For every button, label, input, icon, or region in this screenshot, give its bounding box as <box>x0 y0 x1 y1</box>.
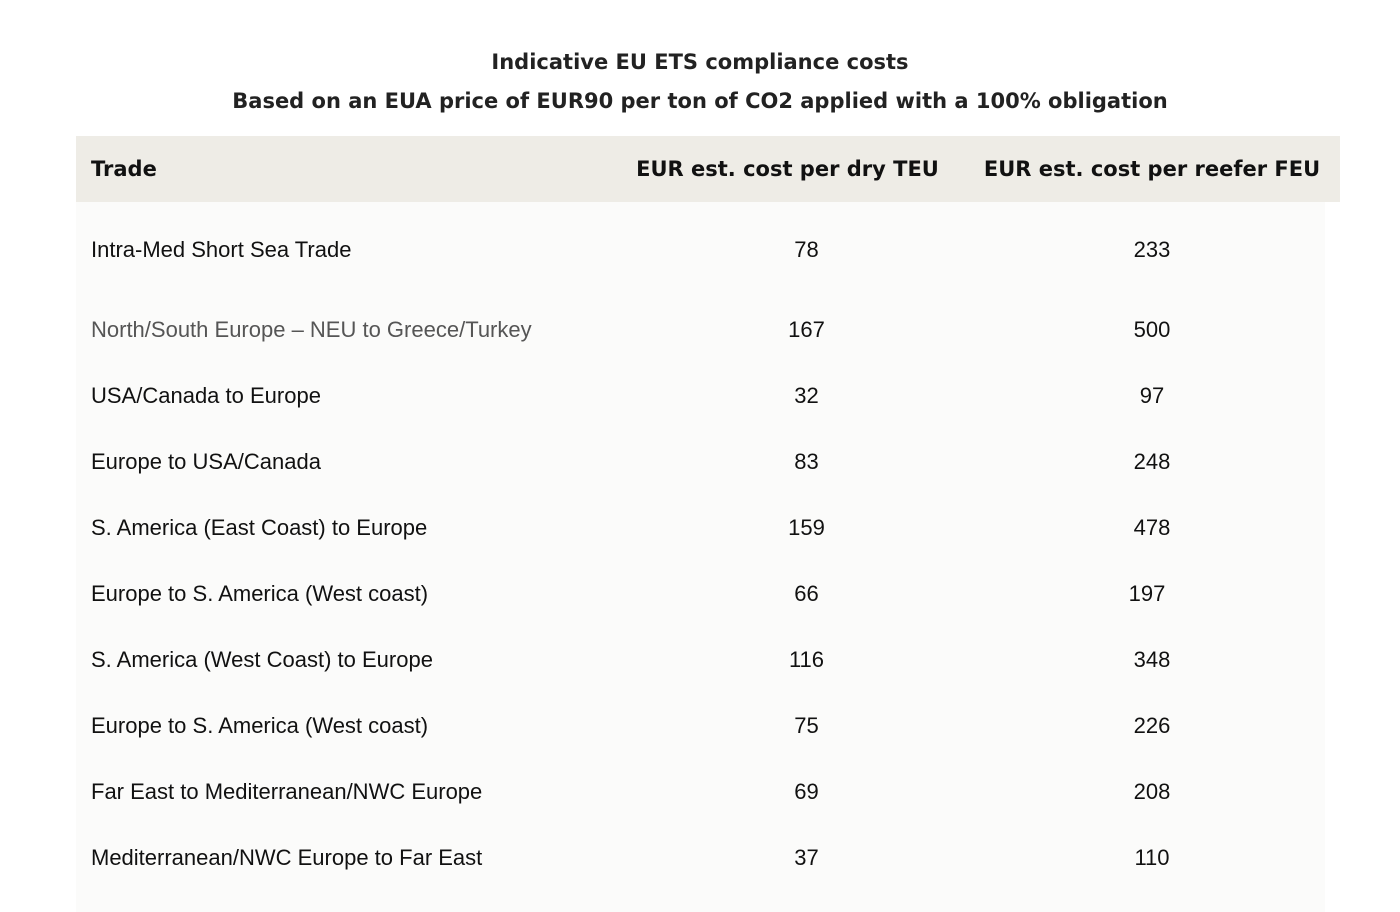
dry-cost-cell: 75 <box>794 713 819 738</box>
trade-cell: Far East to Mediterranean/NWC Europe <box>91 779 483 804</box>
table-title: Indicative EU ETS compliance costs <box>491 50 909 74</box>
trade-cell: Europe to S. America (West coast) <box>91 581 429 606</box>
header-row: Trade EUR est. cost per dry TEU EUR est.… <box>76 136 1340 202</box>
trade-cell: Europe to S. America (West coast) <box>91 713 429 738</box>
header-trade: Trade <box>91 157 157 181</box>
trade-cell: North/South Europe – NEU to Greece/Turke… <box>91 317 532 342</box>
trade-cell: Europe to USA/Canada <box>91 449 321 474</box>
table-body: Intra-Med Short Sea Trade 78 233 North/S… <box>76 202 1340 891</box>
reefer-cost-cell: 478 <box>1133 515 1171 540</box>
table-subtitle: Based on an EUA price of EUR90 per ton o… <box>232 89 1168 113</box>
table-row: S. America (West Coast) to Europe 116 34… <box>76 627 1340 693</box>
trade-cell: Mediterranean/NWC Europe to Far East <box>91 845 483 870</box>
reefer-cost-cell: 233 <box>1133 236 1171 262</box>
table-row: S. America (East Coast) to Europe 159 47… <box>76 495 1340 561</box>
cost-table: Trade EUR est. cost per dry TEU EUR est.… <box>76 136 1340 891</box>
table-titles: Indicative EU ETS compliance costs Based… <box>0 44 1400 119</box>
dry-cost-cell: 167 <box>788 317 825 342</box>
reefer-cost-cell: 348 <box>1133 647 1171 672</box>
dry-cost-cell: 69 <box>794 779 819 804</box>
trade-cell: S. America (West Coast) to Europe <box>91 647 433 672</box>
dry-cost-cell: 159 <box>788 515 825 540</box>
reefer-cost-cell: 208 <box>1133 779 1171 804</box>
dry-cost-cell: 37 <box>794 845 819 870</box>
trade-cell: USA/Canada to Europe <box>91 383 321 408</box>
table-row: Far East to Mediterranean/NWC Europe 69 … <box>76 759 1340 825</box>
dry-cost-cell: 66 <box>794 581 819 606</box>
table-row: Europe to USA/Canada 83 248 <box>76 429 1340 495</box>
reefer-cost-cell: 248 <box>1133 449 1171 474</box>
reefer-cost-cell: 226 <box>1133 713 1171 738</box>
dry-cost-cell: 116 <box>788 647 825 672</box>
header-reefer-feu: EUR est. cost per reefer FEU <box>983 157 1321 181</box>
table-row: Europe to S. America (West coast) 66 197 <box>76 561 1340 627</box>
reefer-cost-cell: 500 <box>1133 317 1171 342</box>
dry-cost-cell: 78 <box>794 236 819 262</box>
dry-cost-cell: 83 <box>794 449 819 474</box>
reefer-cost-cell: 197 <box>1128 581 1166 606</box>
table-row: USA/Canada to Europe 32 97 <box>76 363 1340 429</box>
table-row: Intra-Med Short Sea Trade 78 233 <box>76 202 1340 297</box>
table-row: Europe to S. America (West coast) 75 226 <box>76 693 1340 759</box>
trade-cell: Intra-Med Short Sea Trade <box>91 236 352 262</box>
cost-table-container: Trade EUR est. cost per dry TEU EUR est.… <box>76 136 1340 912</box>
header-dry-teu: EUR est. cost per dry TEU <box>636 157 939 181</box>
table-row: North/South Europe – NEU to Greece/Turke… <box>76 297 1340 363</box>
reefer-cost-cell: 110 <box>1134 845 1170 870</box>
reefer-cost-cell: 97 <box>1139 383 1165 408</box>
trade-cell: S. America (East Coast) to Europe <box>91 515 428 540</box>
table-header: Trade EUR est. cost per dry TEU EUR est.… <box>76 136 1340 202</box>
table-row: Mediterranean/NWC Europe to Far East 37 … <box>76 825 1340 891</box>
dry-cost-cell: 32 <box>794 383 819 408</box>
